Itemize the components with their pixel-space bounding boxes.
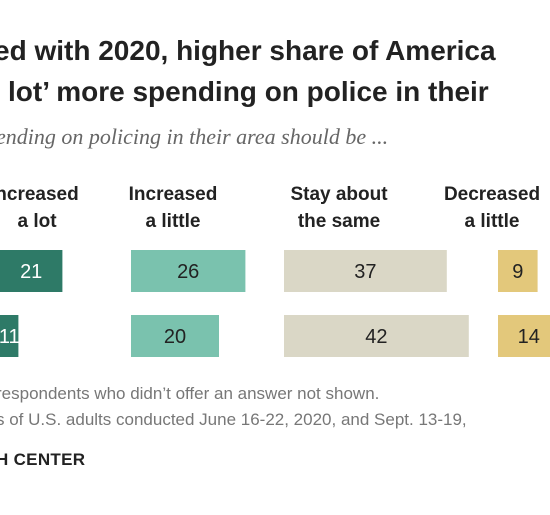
bar-value-label: 37 [354,261,376,283]
bar-value-label: 26 [177,261,199,283]
bar-decreased-a-little-row-1 [498,250,538,292]
bar-value-label: 9 [512,261,523,283]
bar-value-label: 11 [0,326,20,348]
column-header-line-1: ncreased [0,184,79,205]
chart-title-line-1: ed with 2020, higher share of America [0,35,496,66]
column-header-line-1: Stay about [290,184,388,205]
column-header-decreased-a-little: Decreased a little [434,181,550,235]
column-header-line-2: the same [297,211,381,232]
bar-value-label: 14 [518,326,540,348]
column-header-increased-a-lot: ncreased a lot [0,181,82,235]
bar-value-label: 21 [20,261,42,283]
chart-note: respondents who didn’t offer an answer n… [0,384,380,403]
column-header-increased-a-little: Increased a little [113,181,233,235]
column-header-line-2: a lot [17,211,57,232]
bar-stay-about-the-same-row-2 [284,315,469,357]
bar-value-label: 20 [164,326,186,348]
bar-increased-a-lot-row-1 [0,250,63,292]
column-header-line-1: Increased [128,184,218,205]
bar-value-label: 42 [365,326,387,348]
chart-title-line-2: lot’ more spending on police in their [8,76,489,107]
column-header-line-1: Decreased [443,184,541,205]
chart-source: s of U.S. adults conducted June 16-22, 2… [0,410,467,429]
bar-increased-a-little-row-1 [131,250,246,292]
bar-increased-a-little-row-2 [131,315,219,357]
bar-decreased-a-little-row-2 [498,315,550,357]
chart-subtitle: ending on policing in their area should … [0,124,389,149]
column-header-line-2: a little [464,211,520,232]
bar-stay-about-the-same-row-1 [284,250,447,292]
chart-title: ed with 2020, higher share of America lo… [0,30,496,112]
column-header-line-2: a little [145,211,201,232]
brand-name: H CENTER [0,450,86,469]
column-header-stay-about-the-same: Stay about the same [274,181,404,235]
bar-increased-a-lot-row-2 [0,315,19,357]
